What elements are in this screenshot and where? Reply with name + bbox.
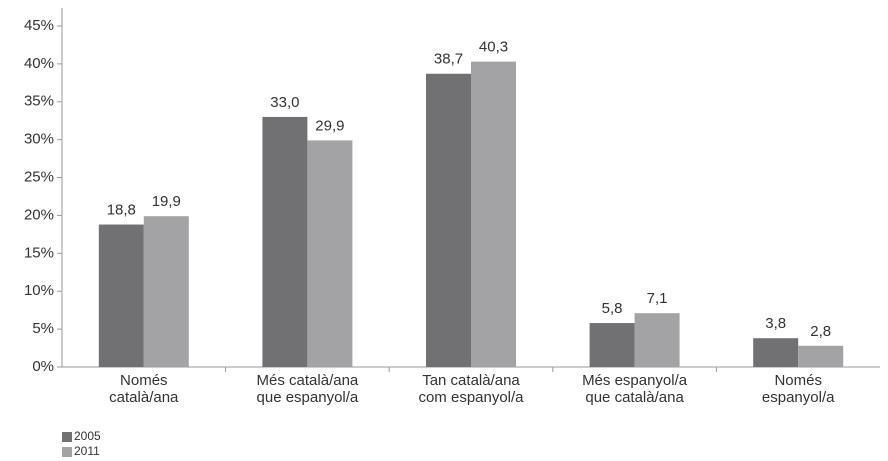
- value-label: 19,9: [152, 193, 181, 210]
- value-label: 3,8: [765, 315, 786, 332]
- bar: [426, 73, 471, 368]
- value-label: 29,9: [315, 117, 344, 134]
- value-label: 38,7: [434, 51, 463, 68]
- y-tick-label: 30%: [24, 131, 54, 148]
- x-tick-label: Més espanyol/a que català/ana: [582, 372, 688, 406]
- bar: [143, 216, 189, 367]
- y-tick-label: 10%: [24, 282, 54, 299]
- x-tick-label: Només català/ana: [109, 372, 179, 406]
- legend-swatch: [62, 432, 72, 442]
- value-label: 40,3: [479, 39, 508, 56]
- x-tick-label: Més català/ana que espanyol/a: [257, 372, 359, 406]
- legend-label: 2005: [74, 429, 101, 443]
- value-label: 33,0: [270, 94, 299, 111]
- legend-label: 2011: [74, 444, 100, 458]
- y-tick-label: 20%: [24, 206, 54, 223]
- y-tick-label: 45%: [24, 17, 54, 34]
- bar: [589, 323, 635, 367]
- value-label: 5,8: [602, 300, 623, 317]
- legend-swatch: [62, 447, 72, 457]
- value-label: 2,8: [810, 323, 831, 340]
- y-tick-label: 25%: [24, 169, 54, 186]
- x-tick-label: Tan català/ana com espanyol/a: [418, 372, 524, 406]
- bar: [798, 345, 844, 367]
- bar: [753, 338, 799, 367]
- y-tick-label: 35%: [24, 93, 54, 110]
- bar: [471, 61, 516, 368]
- y-tick-label: 0%: [32, 358, 54, 375]
- bar: [307, 140, 353, 367]
- bar: [262, 116, 308, 367]
- bar: [634, 313, 680, 367]
- bar: [98, 224, 144, 367]
- x-tick-label: Només espanyol/a: [762, 372, 835, 406]
- value-label: 18,8: [107, 202, 136, 219]
- y-tick-label: 15%: [24, 244, 54, 261]
- y-tick-label: 5%: [32, 320, 54, 337]
- y-tick-label: 40%: [24, 55, 54, 72]
- value-label: 7,1: [647, 290, 668, 307]
